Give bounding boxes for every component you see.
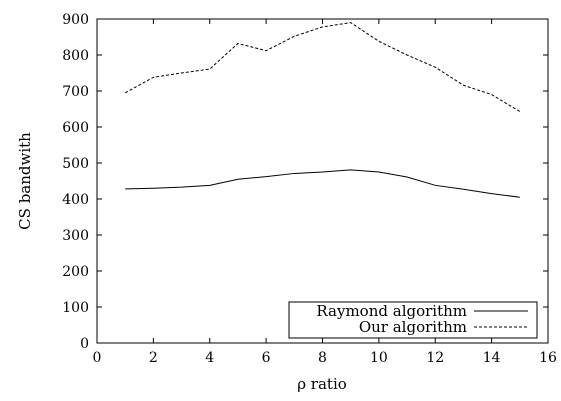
y-tick-label-3: 300 <box>62 228 89 244</box>
y-tick-label-5: 500 <box>62 156 89 172</box>
x-tick-label-5: 10 <box>370 350 388 366</box>
plot-frame <box>96 18 549 344</box>
y-tick-label-2: 200 <box>62 264 89 280</box>
legend: Raymond algorithm Our algorithm <box>288 301 538 339</box>
y-tick-label-9: 900 <box>62 12 89 28</box>
series-line-1 <box>124 22 521 112</box>
x-tick-label-8: 16 <box>539 350 557 366</box>
axis-ticks <box>96 18 549 344</box>
y-tick-label-1: 100 <box>62 300 89 316</box>
x-tick-label-0: 0 <box>93 350 102 366</box>
x-tick-label-4: 8 <box>318 350 327 366</box>
x-axis-label: ρ ratio <box>297 375 347 393</box>
y-axis-label: CS bandwith <box>16 132 34 230</box>
axis-tick-labels: 0 2 4 6 8 10 12 14 16 0 100 200 300 400 500 600 700 800 90… <box>62 12 557 366</box>
x-tick-label-7: 14 <box>483 350 501 366</box>
legend-label-ours: Our algorithm <box>359 318 467 336</box>
y-tick-label-4: 400 <box>62 192 89 208</box>
x-tick-label-6: 12 <box>426 350 444 366</box>
series-line-0 <box>125 169 520 198</box>
y-tick-label-8: 800 <box>62 48 89 64</box>
x-tick-label-3: 6 <box>262 350 271 366</box>
y-tick-label-7: 700 <box>62 84 89 100</box>
x-tick-label-1: 2 <box>149 350 158 366</box>
legend-label-raymond: Raymond algorithm <box>316 302 467 320</box>
series-lines <box>124 22 521 198</box>
y-tick-label-6: 600 <box>62 120 89 136</box>
legend-box <box>288 301 538 339</box>
y-tick-label-0: 0 <box>80 336 89 352</box>
x-tick-label-2: 4 <box>205 350 214 366</box>
